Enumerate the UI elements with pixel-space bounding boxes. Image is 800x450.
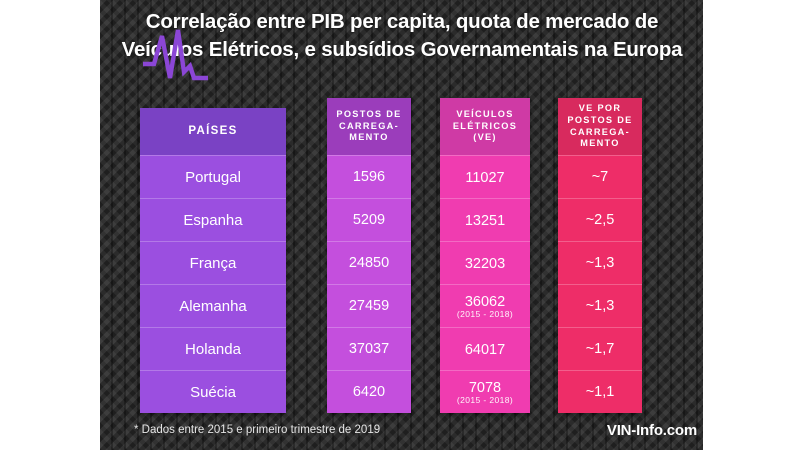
table-row: ~2,5 [558,198,642,241]
page-title: Correlação entre PIB per capita, quota d… [121,10,683,62]
table-row: Portugal [140,155,286,198]
table-row: 37037 [327,327,411,370]
table-row: 11027 [440,155,530,198]
column-header-line: VE POR [578,102,622,113]
cell-ev-value: 36062 [464,293,506,310]
column-header-line: MENTO [580,138,620,149]
pulse-line-icon [143,29,208,81]
column-header-line: POSTOS DE [336,108,402,119]
table-row: Holanda [140,327,286,370]
column-header-line: PAÍSES [188,125,238,138]
cell-country: Holanda [185,340,241,358]
column-header-line: (VE) [473,132,497,143]
cell-country: França [189,254,237,272]
cell-charging-value: 1596 [352,169,386,185]
table-row: ~7 [558,155,642,198]
table-row: 64017 [440,327,530,370]
column-charging-stations: POSTOS DE CARREGA- MENTO 1596 5209 24850… [327,98,411,413]
cell-country: Espanha [183,211,243,229]
column-header-line: MENTO [349,132,389,143]
cell-ev-value: 64017 [464,341,506,358]
column-header-line: ELÉTRICOS [452,120,518,131]
table-row: ~1,3 [558,284,642,327]
table-row: 36062 (2015 - 2018) [440,284,530,327]
column-header-line: CARREGA- [570,126,630,137]
cell-ev-note: (2015 - 2018) [456,394,514,405]
cell-ratio-value: ~1,7 [585,341,615,357]
column-header-ev-per-charging-station: VE POR POSTOS DE CARREGA- MENTO [558,98,642,155]
table-row: Suécia [140,370,286,413]
column-countries: PAÍSES Portugal Espanha França Alemanha … [140,108,286,413]
table-row: 1596 [327,155,411,198]
table-row: 32203 [440,241,530,284]
brand-watermark: VIN-Info.com [606,422,697,439]
cell-ev-value: 32203 [464,255,506,272]
table-row: 7078 (2015 - 2018) [440,370,530,413]
cell-ratio-value: ~1,3 [585,298,615,314]
table-row: ~1,1 [558,370,642,413]
column-ev-per-charging-station: VE POR POSTOS DE CARREGA- MENTO ~7 ~2,5 … [558,98,642,413]
cell-ratio-value: ~2,5 [585,212,615,228]
table-row: Espanha [140,198,286,241]
table-row: 5209 [327,198,411,241]
cell-charging-value: 24850 [348,255,390,271]
cell-ev-value: 13251 [464,212,506,229]
table-row: 13251 [440,198,530,241]
table-row: 24850 [327,241,411,284]
cell-country: Portugal [185,168,241,186]
column-header-line: CARREGA- [339,120,399,131]
column-header-line: VEÍCULOS [456,108,514,119]
cell-ratio-value: ~1,1 [585,384,615,400]
cell-country: Suécia [190,383,236,401]
table-row: ~1,3 [558,241,642,284]
cell-charging-value: 27459 [348,298,390,314]
column-header-charging-stations: POSTOS DE CARREGA- MENTO [327,98,411,155]
footnote-text: * Dados entre 2015 e primeiro trimestre … [134,424,381,436]
cell-ev-note: (2015 - 2018) [456,308,514,319]
table-row: França [140,241,286,284]
cell-country: Alemanha [179,297,247,315]
cell-charging-value: 5209 [352,212,386,228]
cell-ev-value: 11027 [465,169,505,186]
column-header-electric-vehicles: VEÍCULOS ELÉTRICOS (VE) [440,98,530,155]
column-header-countries: PAÍSES [140,108,286,155]
cell-ev-value: 7078 [468,379,502,396]
table-row: 6420 [327,370,411,413]
table-row: 27459 [327,284,411,327]
table-row: ~1,7 [558,327,642,370]
table-row: Alemanha [140,284,286,327]
column-header-line: POSTOS DE [567,114,633,125]
cell-charging-value: 37037 [348,341,390,357]
column-electric-vehicles: VEÍCULOS ELÉTRICOS (VE) 11027 13251 3220… [440,98,530,413]
cell-charging-value: 6420 [352,384,386,400]
cell-ratio-value: ~1,3 [585,255,615,271]
cell-ratio-value: ~7 [591,169,609,185]
